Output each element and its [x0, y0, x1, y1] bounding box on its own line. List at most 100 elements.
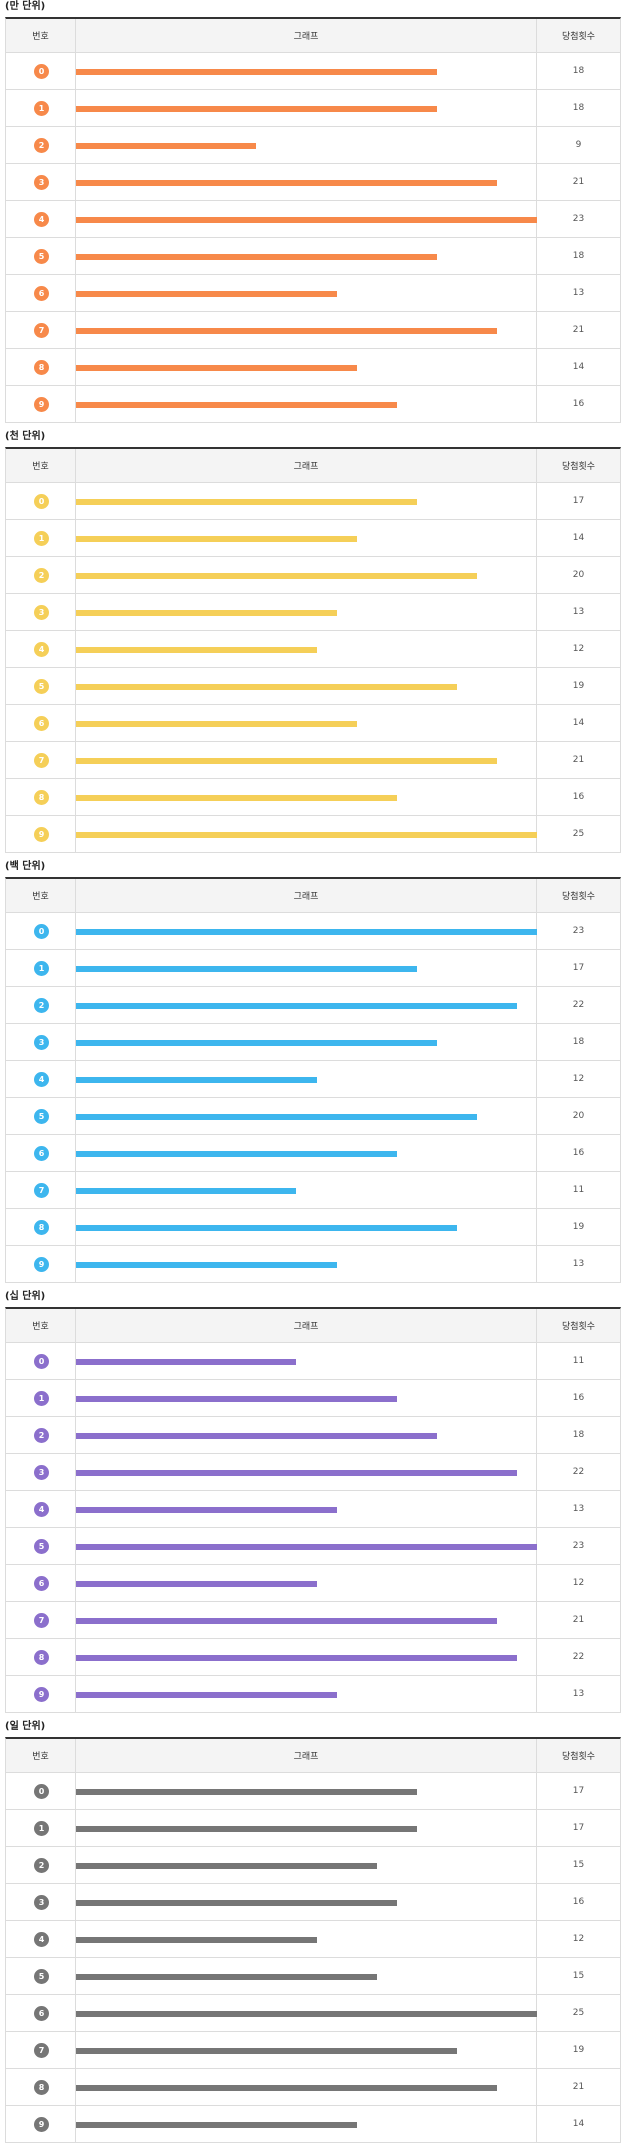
number-ball: 5 [34, 1109, 49, 1124]
frequency-table: 번호 그래프 당첨횟수 0 17 1 14 2 20 3 13 4 12 5 19 6 14 7 21 8 16 9 25 [5, 447, 621, 853]
count-value: 11 [572, 1185, 585, 1195]
header-number: 번호 [6, 449, 76, 482]
graph-cell [76, 1676, 537, 1712]
count-cell: 11 [537, 1343, 620, 1379]
table-row: 3 21 [6, 164, 620, 201]
count-value: 19 [572, 1222, 585, 1232]
frequency-bar [76, 1692, 337, 1698]
graph-cell [76, 594, 537, 630]
number-cell: 8 [6, 1639, 76, 1675]
number-cell: 5 [6, 1958, 76, 1994]
frequency-bar [76, 832, 537, 838]
number-ball: 1 [34, 531, 49, 546]
count-cell: 17 [537, 483, 620, 519]
number-ball: 8 [34, 1650, 49, 1665]
count-value: 21 [572, 2082, 585, 2092]
graph-cell [76, 53, 537, 89]
header-count: 당첨횟수 [561, 892, 596, 902]
table-row: 5 19 [6, 668, 620, 705]
number-cell: 7 [6, 1602, 76, 1638]
graph-cell [76, 1995, 537, 2031]
count-cell: 19 [537, 1209, 620, 1245]
number-ball: 2 [34, 998, 49, 1013]
table-row: 9 13 [6, 1676, 620, 1713]
number-ball: 7 [34, 1183, 49, 1198]
graph-cell [76, 1958, 537, 1994]
count-value: 13 [572, 1689, 585, 1699]
frequency-bar [76, 180, 497, 186]
graph-cell [76, 1528, 537, 1564]
frequency-bar [76, 758, 497, 764]
count-cell: 18 [537, 238, 620, 274]
count-cell: 16 [537, 1380, 620, 1416]
number-cell: 1 [6, 950, 76, 986]
count-cell: 23 [537, 1528, 620, 1564]
number-cell: 1 [6, 1380, 76, 1416]
number-cell: 6 [6, 1135, 76, 1171]
number-ball: 7 [34, 1613, 49, 1628]
number-cell: 9 [6, 2106, 76, 2142]
number-ball: 4 [34, 212, 49, 227]
frequency-bar [76, 929, 537, 935]
count-value: 12 [572, 644, 585, 654]
frequency-bar [76, 536, 357, 542]
count-value: 14 [572, 2119, 585, 2129]
frequency-bar [76, 1655, 517, 1661]
table-row: 5 23 [6, 1528, 620, 1565]
table-row: 6 13 [6, 275, 620, 312]
count-cell: 18 [537, 1024, 620, 1060]
number-cell: 7 [6, 742, 76, 778]
number-cell: 2 [6, 987, 76, 1023]
count-cell: 14 [537, 349, 620, 385]
count-value: 23 [572, 926, 585, 936]
graph-cell [76, 557, 537, 593]
graph-cell [76, 631, 537, 667]
frequency-bar [76, 143, 257, 149]
count-value: 25 [572, 2008, 585, 2018]
graph-cell [76, 312, 537, 348]
count-cell: 13 [537, 1491, 620, 1527]
table-row: 2 20 [6, 557, 620, 594]
number-cell: 3 [6, 1454, 76, 1490]
table-row: 6 12 [6, 1565, 620, 1602]
number-cell: 4 [6, 1921, 76, 1957]
frequency-bar [76, 1114, 477, 1120]
number-ball: 1 [34, 1821, 49, 1836]
count-value: 18 [572, 66, 585, 76]
number-cell: 3 [6, 1024, 76, 1060]
table-row: 0 18 [6, 53, 620, 90]
number-ball: 2 [34, 568, 49, 583]
graph-cell [76, 349, 537, 385]
frequency-bar [76, 1151, 397, 1157]
count-cell: 17 [537, 1773, 620, 1809]
count-cell: 14 [537, 2106, 620, 2142]
number-ball: 4 [34, 1932, 49, 1947]
number-cell: 9 [6, 1676, 76, 1712]
number-ball: 5 [34, 249, 49, 264]
count-value: 16 [572, 1148, 585, 1158]
number-ball: 6 [34, 716, 49, 731]
table-row: 1 18 [6, 90, 620, 127]
table-row: 7 19 [6, 2032, 620, 2069]
count-cell: 23 [537, 201, 620, 237]
table-row: 4 13 [6, 1491, 620, 1528]
table-row: 1 17 [6, 950, 620, 987]
count-value: 13 [572, 607, 585, 617]
count-value: 25 [572, 829, 585, 839]
graph-cell [76, 1454, 537, 1490]
number-cell: 1 [6, 1810, 76, 1846]
section-title: (십 단위) [5, 1291, 46, 1302]
graph-cell [76, 1565, 537, 1601]
table-row: 5 18 [6, 238, 620, 275]
count-cell: 19 [537, 2032, 620, 2068]
table-row: 1 14 [6, 520, 620, 557]
number-cell: 6 [6, 1995, 76, 2031]
count-cell: 18 [537, 1417, 620, 1453]
count-value: 16 [572, 1897, 585, 1907]
count-value: 15 [572, 1971, 585, 1981]
frequency-bar [76, 1544, 537, 1550]
number-ball: 3 [34, 1465, 49, 1480]
table-row: 9 13 [6, 1246, 620, 1283]
section-title: (천 단위) [5, 431, 46, 442]
frequency-bar [76, 1040, 437, 1046]
